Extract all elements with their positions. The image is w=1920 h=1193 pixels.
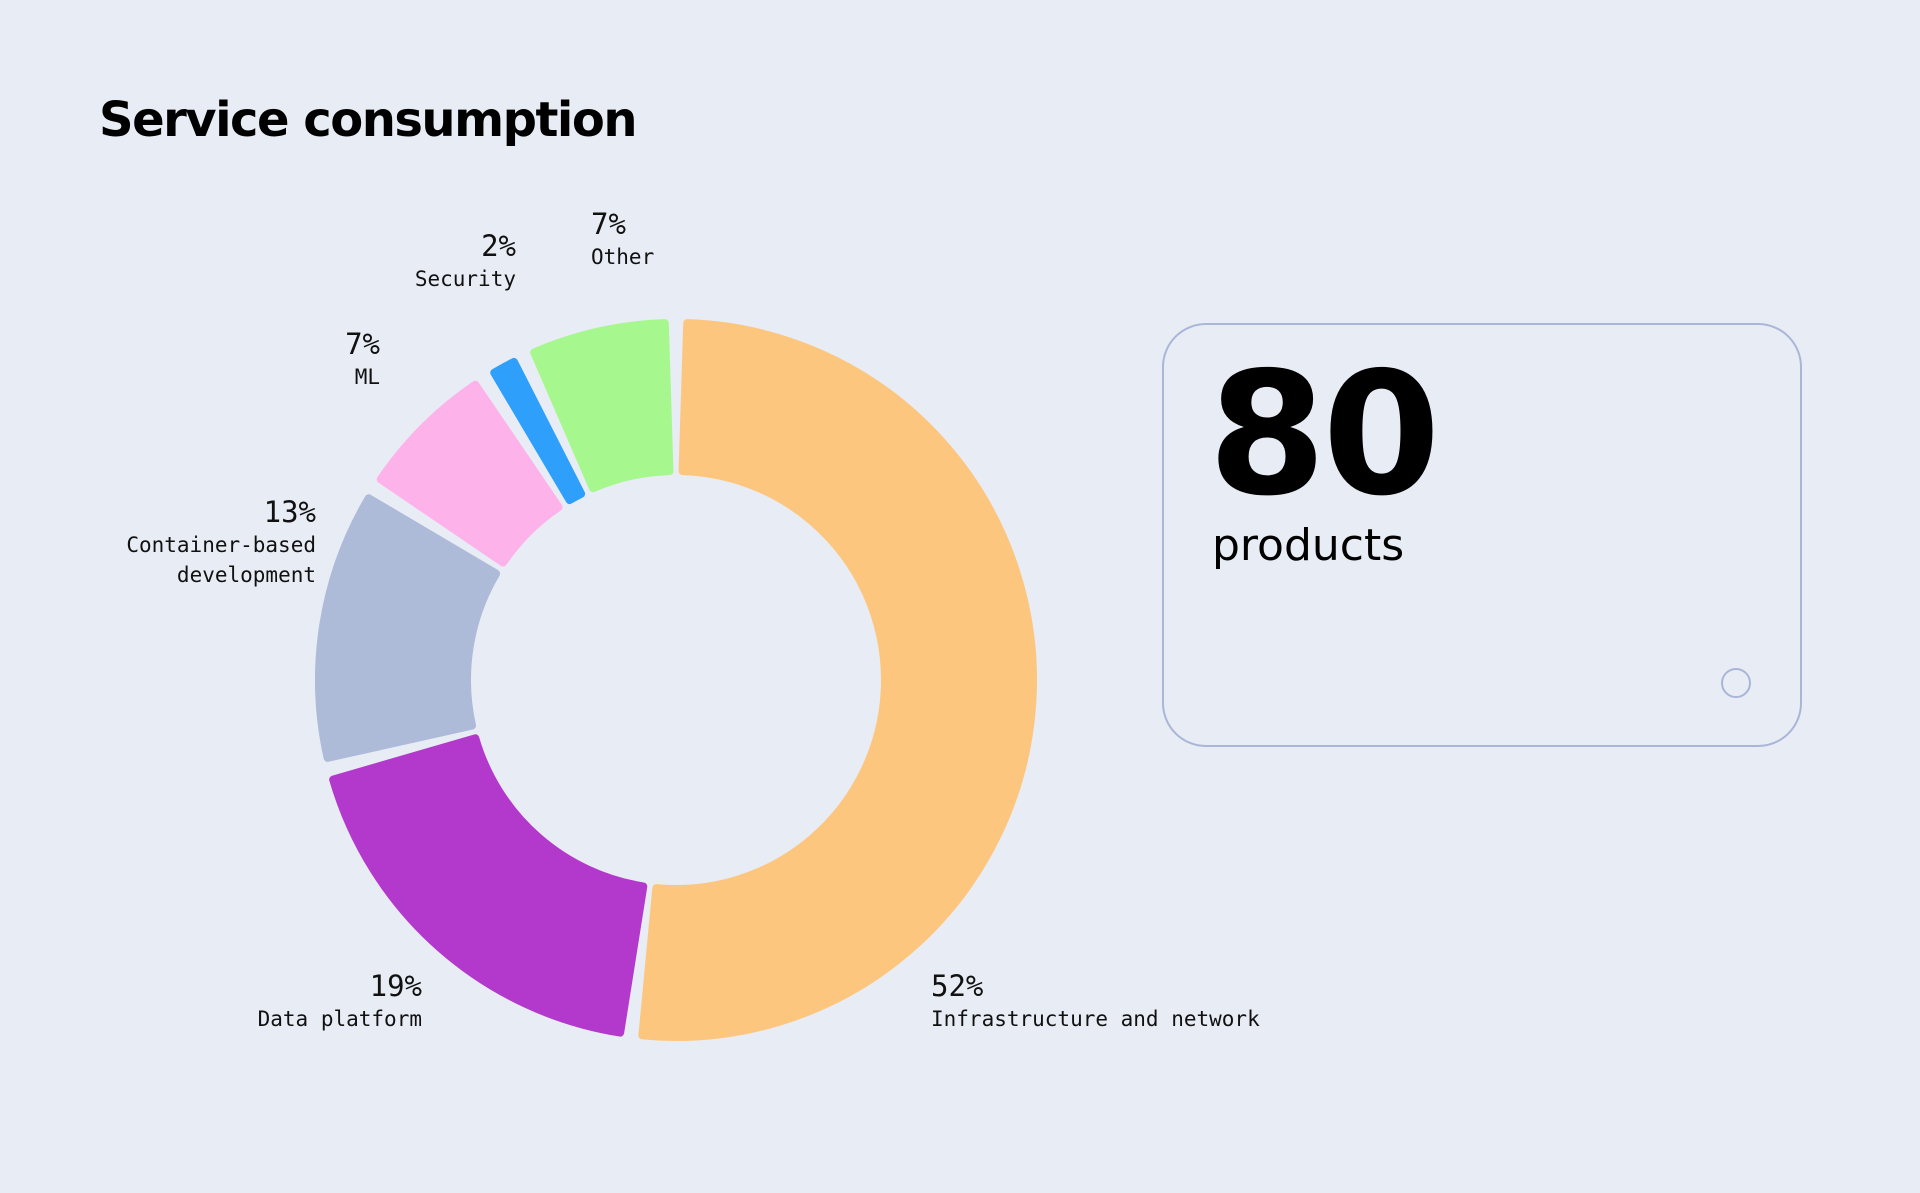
value-label: 7% xyxy=(345,327,380,361)
category-label: Security xyxy=(414,267,516,291)
donut-segment xyxy=(490,357,586,505)
summary-card: 80 products xyxy=(1162,323,1802,747)
card-number: 80 xyxy=(1208,336,1441,534)
card-indicator[interactable] xyxy=(1721,668,1751,698)
donut-segment xyxy=(315,494,501,762)
card-label: products xyxy=(1212,520,1405,571)
category-label: Data platform xyxy=(257,1007,422,1031)
donut-segment xyxy=(329,734,648,1037)
donut-chart xyxy=(315,319,1037,1041)
category-label: Infrastructure and network xyxy=(931,1007,1260,1031)
segment-label: 2% Security xyxy=(415,228,516,294)
value-label: 2% xyxy=(481,229,516,263)
donut-segment xyxy=(638,319,1037,1041)
category-label: Container-based development xyxy=(126,533,316,587)
segment-label: 19% Data platform xyxy=(258,968,422,1034)
donut-segment xyxy=(376,380,563,567)
category-label: ML xyxy=(354,365,380,389)
segment-label: 7% Other xyxy=(591,206,654,272)
value-label: 7% xyxy=(591,207,626,241)
value-label: 19% xyxy=(369,969,422,1003)
chart-title: Service consumption xyxy=(99,92,638,148)
segment-label: 52% Infrastructure and network xyxy=(931,968,1260,1034)
segment-label: 7% ML xyxy=(345,326,380,392)
segment-label: 13% Container-based development xyxy=(66,494,316,590)
value-label: 52% xyxy=(931,969,984,1003)
category-label: Other xyxy=(591,245,655,269)
donut-segment xyxy=(530,319,674,493)
value-label: 13% xyxy=(263,495,316,529)
